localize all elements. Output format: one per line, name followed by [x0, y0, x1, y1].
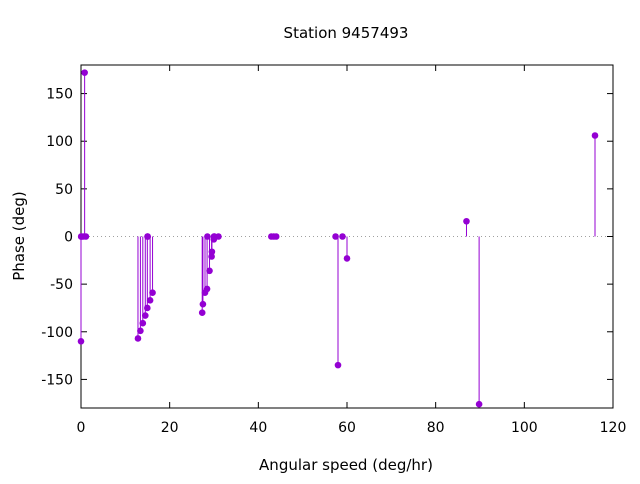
- data-point: [203, 285, 211, 293]
- data-point: [463, 217, 470, 225]
- data-point: [343, 255, 351, 262]
- data-point: [591, 132, 599, 139]
- y-axis: -150 -100 -50 0 50 100 150: [41, 87, 613, 388]
- data-point: [139, 319, 147, 327]
- y-tick-label: -50: [50, 277, 73, 293]
- data-point: [198, 309, 206, 317]
- data-point: [208, 248, 216, 256]
- data-point: [144, 233, 151, 240]
- data-point: [215, 233, 222, 240]
- data-point: [332, 233, 339, 240]
- y-tick-label: 150: [46, 87, 73, 103]
- x-tick-label: 80: [427, 420, 445, 436]
- data-point: [144, 304, 151, 312]
- data-point: [206, 267, 213, 275]
- data-point: [82, 233, 90, 240]
- data-point: [208, 253, 215, 260]
- x-tick-label: 120: [600, 420, 627, 436]
- x-axis: 0 20 40 60 80 100 120: [77, 65, 627, 436]
- data-point: [475, 400, 483, 408]
- y-tick-label: -150: [41, 372, 73, 388]
- x-tick-label: 60: [338, 420, 356, 436]
- data-point: [272, 233, 280, 240]
- y-tick-label: 50: [55, 182, 73, 198]
- data-series: [77, 69, 599, 408]
- x-tick-label: 20: [161, 420, 179, 436]
- data-point: [134, 335, 142, 342]
- data-point: [339, 233, 346, 240]
- x-tick-label: 100: [511, 420, 538, 436]
- x-tick-label: 0: [77, 420, 86, 436]
- data-point: [77, 338, 85, 345]
- chart-title: Station 9457493: [284, 24, 409, 42]
- x-axis-label: Angular speed (deg/hr): [259, 456, 433, 474]
- data-point: [81, 69, 88, 76]
- data-point: [146, 297, 154, 304]
- data-point: [149, 289, 156, 297]
- data-point: [137, 327, 144, 335]
- y-tick-label: 100: [46, 134, 73, 150]
- data-point: [334, 361, 342, 369]
- x-tick-label: 40: [249, 420, 267, 436]
- data-point: [199, 300, 207, 308]
- y-tick-label: -100: [41, 325, 73, 341]
- y-tick-label: 0: [64, 230, 73, 246]
- y-axis-label: Phase (deg): [10, 191, 28, 281]
- data-point: [141, 312, 149, 319]
